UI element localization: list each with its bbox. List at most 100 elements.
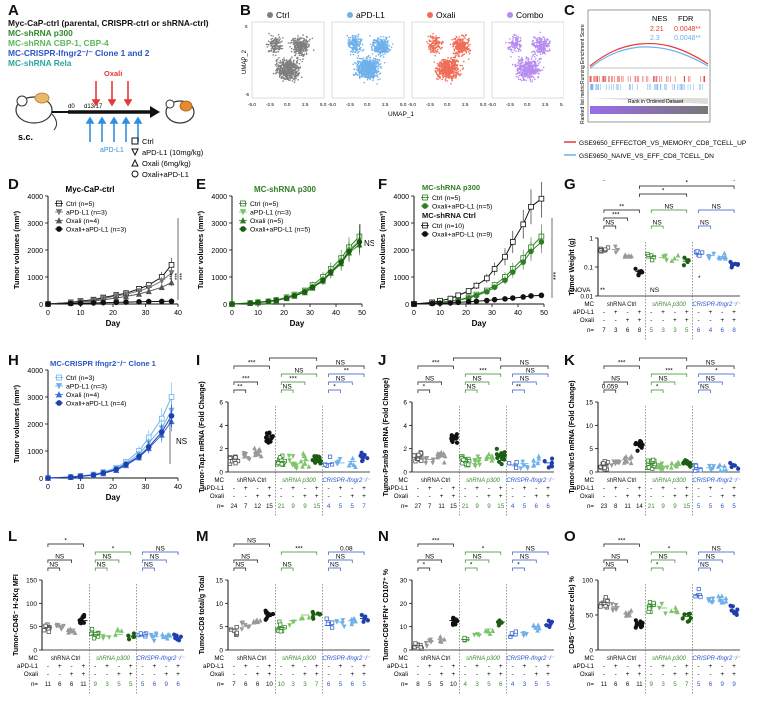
umap-cell [299,67,301,69]
panel-label-i: I [196,352,201,369]
umap-cell [278,76,281,78]
umap-cell [443,65,446,68]
umap-cell [378,66,380,68]
umap-cell [430,43,433,45]
umap-cell [374,49,377,52]
umap-cell [508,42,510,44]
umap-cell [275,60,278,62]
y-tick-label: 2000 [211,248,227,255]
umap-cell [433,49,435,52]
umap-cell [292,39,295,42]
umap-cell [366,73,369,76]
umap-cell [365,71,367,74]
panel-label-f: F [378,176,388,193]
panel-label-m: M [196,528,209,545]
sig-bracket [650,225,664,229]
umap-cell [435,35,437,37]
umap-cell [289,69,292,71]
data-point [613,244,618,250]
umap-cell [525,69,527,72]
umap-cell [436,62,439,65]
gsea-fdr-header: FDR [678,14,694,23]
umap-cell [278,48,280,51]
x-tick-label: 40 [332,310,340,317]
pm-apdl1: + [428,485,432,492]
umap-xtick: 5.0 [400,102,407,107]
n-value: 4 [327,503,331,510]
umap-cell [290,72,293,75]
oxali-arrows [91,81,133,107]
umap-cell [358,57,361,60]
legend-apdl1: aPD-L1 (10mg/kg) [142,148,204,157]
umap-cell [448,67,450,70]
umap-cell [536,70,538,73]
umap-cell [445,73,448,75]
group-label: shRNA Ctrl [421,478,451,484]
umap-cell [467,51,470,53]
umap-cell [540,53,542,56]
growth-point [520,259,527,265]
sig-bracket [500,365,549,369]
legend-text: aPD-L1 (n=3) [250,210,291,217]
umap-cell [521,59,524,62]
pm-apdl1: - [488,485,490,492]
umap-cell [514,47,516,50]
umap-cell [354,48,357,50]
sig-label: ** [516,384,522,391]
umap-xtick: 2.5 [542,102,549,107]
data-point [233,461,238,466]
group-label: CRISPR-Ifngr2⁻/⁻ [506,478,555,484]
umap-cell [268,32,270,35]
growth-point [484,289,490,295]
umap-cell [533,45,535,47]
umap-cell [377,62,379,65]
umap-cell [292,48,295,51]
n-value: 5 [650,327,654,334]
y-tick-label: 4 [219,423,223,430]
umap-cell [375,70,377,72]
umap-cell [514,65,517,68]
growth-point [273,297,279,304]
umap-cell [281,75,283,78]
umap-cell [458,36,461,38]
umap-cell [379,43,382,45]
umap-cell [360,76,362,78]
umap-cell [523,69,526,71]
umap-cell [511,39,514,41]
data-point [672,255,677,261]
umap-cell [431,47,434,50]
umap-cell [463,53,466,55]
umap-cell [294,45,297,48]
umap-cell [457,52,459,54]
umap-cell [364,67,366,70]
legend-text: Ctrl (n=3) [66,375,95,382]
x-tick-label: 40 [174,310,182,317]
pm-oxali: - [511,493,513,500]
growth-line-3 [47,415,172,479]
umap-title-3: Combo [516,10,544,20]
umap-cell [369,72,371,75]
gsea-frame [587,9,711,123]
pm-apdl1: - [233,485,235,492]
pm-apdl1: + [362,485,366,492]
sig-bracket [417,365,454,369]
data-point [722,250,727,256]
umap-cell [385,38,387,40]
umap-cell [436,78,438,80]
umap-cell [272,72,275,75]
umap-cell [442,70,445,72]
umap-cell [447,63,450,65]
umap-cell [282,61,285,63]
umap-cell [279,64,282,67]
umap-cell [512,41,514,43]
umap-cell [446,75,449,77]
umap-cell [429,45,431,47]
gsea-ylabel-top: Running Enrichment Score [580,24,586,84]
umap-cell [542,42,544,45]
umap-cell [467,48,469,50]
cell-line-4: MC-CRISPR-Ifngr2⁻/⁻ Clone 1 and 2 [8,48,150,58]
data-point [549,456,555,461]
umap-cell [440,48,442,50]
data-point [359,458,365,464]
umap-cell [455,40,457,43]
